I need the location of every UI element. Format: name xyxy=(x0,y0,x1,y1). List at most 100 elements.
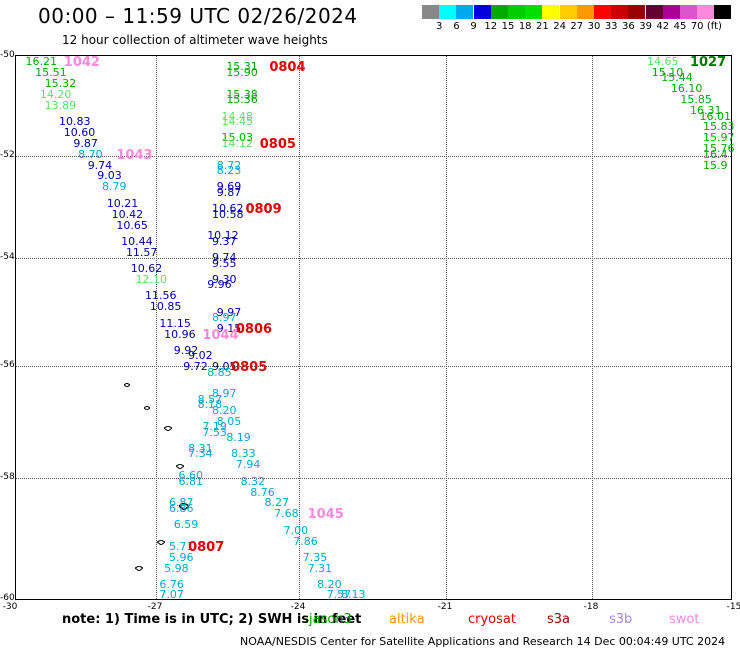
wave-height-value: 10.65 xyxy=(116,218,148,232)
colorbar-label: 42 xyxy=(656,21,670,32)
wave-height-value: 9.03 xyxy=(97,169,122,183)
wave-height-value: 8.27 xyxy=(264,496,290,510)
colorbar-swatch xyxy=(628,5,646,19)
wave-height-value: 10.42 xyxy=(111,207,144,221)
wave-height-value: 15.03 xyxy=(221,131,254,145)
colorbar-label: 21 xyxy=(536,21,549,32)
wave-height-value: 10.58 xyxy=(211,207,244,221)
grid-line-lat xyxy=(16,258,731,259)
lat-tick-label: -50 xyxy=(0,50,15,60)
wave-height-value: 15.97 xyxy=(703,131,735,145)
footer-note: note: 1) Time is in UTC; 2) SWH is in fe… xyxy=(62,612,362,627)
wave-height-value: 10.44 xyxy=(121,234,153,248)
satellite-legend-altika: altika xyxy=(389,612,425,627)
colorbar-swatch xyxy=(611,5,629,19)
wave-height-value: 6.81 xyxy=(178,474,204,488)
wave-height-value: 7.94 xyxy=(235,458,261,472)
colorbar-label: 12 xyxy=(484,21,498,32)
track-time-label: 0807 xyxy=(188,540,225,556)
island-shape xyxy=(157,540,165,545)
wave-height-value: 7.31 xyxy=(307,561,333,575)
track-time-label: 1042 xyxy=(63,55,100,70)
lon-tick-label: -21 xyxy=(437,602,453,612)
wave-height-value: 16.4 xyxy=(703,147,728,161)
lat-tick-label: -54 xyxy=(0,252,15,262)
map-plot-area[interactable]: 16.21 15.51 15.32 14.20 13.89 10.83 10.60 9.87 8… xyxy=(15,55,735,601)
lon-tick-label: -24 xyxy=(290,602,306,612)
wave-height-value: 14.65 xyxy=(646,55,679,68)
colorbar-label: 6 xyxy=(453,21,460,32)
wave-height-value: 8.70 xyxy=(78,147,103,161)
wave-height-value: 15.76 xyxy=(703,142,735,156)
colorbar-swatch xyxy=(542,5,560,19)
wave-height-value: 7.86 xyxy=(293,534,318,548)
wave-height-value: 7.53 xyxy=(202,425,227,439)
colorbar-label: 24 xyxy=(553,21,566,32)
wave-height-value: 9.97 xyxy=(216,305,242,319)
wave-height-value: 16.01 xyxy=(699,109,732,123)
colorbar-swatch xyxy=(525,5,543,19)
track-time-label: 1044 xyxy=(202,327,239,343)
wave-height-value: 8.05 xyxy=(216,414,242,428)
colorbar-label: 9 xyxy=(470,21,477,32)
wave-height-value: 9.87 xyxy=(73,136,98,150)
colorbar-label: (ft) xyxy=(706,21,722,32)
wave-height-value: 7.35 xyxy=(302,550,328,564)
wave-height-value: 6.59 xyxy=(173,518,199,532)
colorbar-swatch xyxy=(680,5,697,19)
footer-credit: NOAA/NESDIS Center for Satellite Applica… xyxy=(240,635,726,648)
wave-height-value: 16.10 xyxy=(670,82,703,96)
wave-height-value: 6.60 xyxy=(178,469,204,483)
island-shape xyxy=(124,383,130,387)
colorbar-label: 39 xyxy=(639,21,652,32)
colorbar-label: 18 xyxy=(518,21,532,32)
wave-height-value: 16.31 xyxy=(689,104,722,118)
lat-tick-label: -58 xyxy=(0,472,15,482)
colorbar-swatch xyxy=(490,5,508,19)
wave-height-value: 15.90 xyxy=(226,65,258,79)
grid-line-lon xyxy=(592,56,593,599)
wave-height-value: 5.98 xyxy=(164,561,189,575)
wave-height-value: 8.20 xyxy=(317,578,342,592)
wave-height-value: 5.71 xyxy=(168,540,194,554)
wave-height-value: 7.57 xyxy=(326,588,352,601)
wave-height-value: 9.87 xyxy=(216,185,242,199)
wave-height-value: 6.87 xyxy=(168,496,194,510)
wave-height-value: 6.76 xyxy=(159,578,184,592)
satellite-legend-cryosat: cryosat xyxy=(468,612,516,627)
colorbar-swatch xyxy=(714,5,732,19)
wave-height-value: 8.79 xyxy=(102,180,127,194)
colorbar-swatch xyxy=(697,5,715,19)
lon-tick-label: -27 xyxy=(147,602,163,612)
wave-height-value: 5.96 xyxy=(168,550,194,564)
wave-height-value: 7.00 xyxy=(283,523,309,537)
wave-height-value: 7.34 xyxy=(188,447,213,461)
wave-height-value: 11.57 xyxy=(125,245,158,259)
track-time-label: 0806 xyxy=(235,322,273,338)
wave-height-value: 9.02 xyxy=(188,349,213,363)
wave-height-value: 14.48 xyxy=(221,109,254,123)
wave-height-value: 9.74 xyxy=(211,251,237,265)
wave-height-value: 15.32 xyxy=(44,76,77,90)
wave-height-value: 9.92 xyxy=(173,343,199,357)
wave-height-value: 10.12 xyxy=(207,229,239,243)
wave-height-value: 8.72 xyxy=(216,158,242,172)
satellite-legend-swot: swot xyxy=(669,612,700,627)
grid-line-lon xyxy=(299,56,300,599)
wave-height-value: 15.38 xyxy=(226,87,258,101)
wave-height-value: 8.97 xyxy=(211,311,237,325)
colorbar-label: 27 xyxy=(570,21,584,32)
wave-height-value: 10.62 xyxy=(211,202,244,216)
colorbar-swatch xyxy=(576,5,594,19)
track-time-label: 1027 xyxy=(689,55,727,70)
track-time-label: 1043 xyxy=(116,147,153,163)
satellite-legend-s3a: s3a xyxy=(547,612,571,627)
wave-height-value: 10.21 xyxy=(106,196,139,210)
colorbar-swatch xyxy=(439,5,457,19)
lat-tick-label: -52 xyxy=(0,150,15,160)
wave-height-value: 8.31 xyxy=(188,441,213,455)
wave-height-value: 13.89 xyxy=(44,98,77,112)
wave-height-value: 10.96 xyxy=(164,327,196,341)
wave-height-value: 6.86 xyxy=(168,501,194,515)
wave-height-value: 9.69 xyxy=(216,180,242,194)
